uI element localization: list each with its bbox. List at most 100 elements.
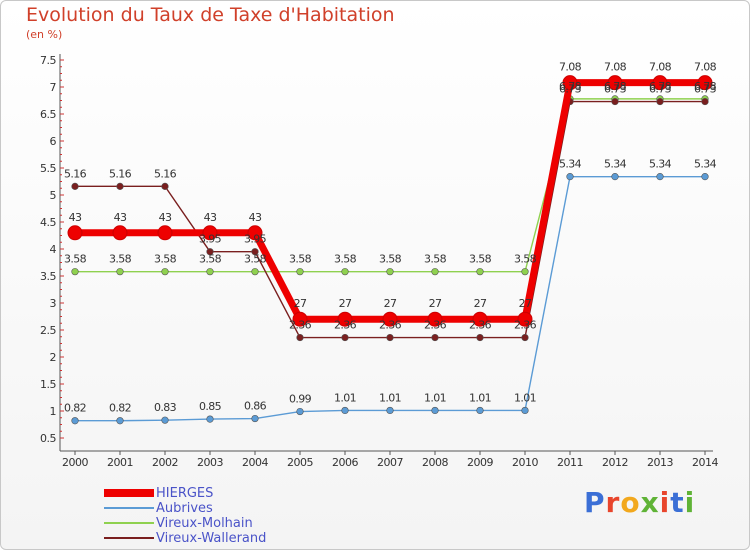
y-tick-label: 2.5 <box>40 324 56 337</box>
series-line-vireux-molhain <box>75 98 705 273</box>
data-point-vireux-molhain <box>521 268 529 276</box>
data-label-aubrives: 5.34 <box>694 158 717 171</box>
data-point-vireux-wallerand <box>431 333 439 342</box>
data-label-vireux-molhain: 3.58 <box>424 253 447 266</box>
data-point-aubrives <box>116 417 124 425</box>
data-label-vireux-wallerand: 2.36 <box>379 319 402 332</box>
data-point-vireux-molhain <box>161 268 169 276</box>
data-label-vireux-molhain: 3.58 <box>514 253 537 266</box>
y-tick-label: 6.5 <box>40 108 56 121</box>
data-label-hierges: 27 <box>519 297 532 310</box>
data-label-vireux-wallerand: 2.36 <box>334 319 357 332</box>
logo-letter: r <box>605 486 621 519</box>
data-point-aubrives <box>296 407 304 416</box>
data-label-vireux-wallerand: 5.16 <box>154 167 177 180</box>
data-label-hierges: 43 <box>69 211 82 224</box>
data-label-aubrives: 1.01 <box>379 391 401 404</box>
data-label-vireux-molhain: 3.58 <box>244 253 267 266</box>
y-tick-label: 0.5 <box>40 432 56 445</box>
data-point-hierges <box>247 225 263 241</box>
data-label-vireux-molhain: 3.58 <box>379 253 402 266</box>
data-point-hierges <box>292 311 308 327</box>
data-point-vireux-wallerand <box>206 248 214 256</box>
data-label-hierges: 43 <box>159 211 172 224</box>
data-point-vireux-molhain <box>296 268 304 276</box>
data-label-vireux-wallerand: 2.36 <box>424 319 447 332</box>
data-label-vireux-molhain: 3.58 <box>334 253 357 266</box>
data-label-aubrives: 0.99 <box>289 393 312 406</box>
data-point-vireux-wallerand <box>116 182 124 190</box>
data-point-hierges <box>337 311 353 327</box>
data-point-hierges <box>67 225 83 241</box>
x-tick-label: 2004 <box>242 456 268 469</box>
data-point-vireux-wallerand <box>611 97 619 106</box>
y-tick-label: 1 <box>50 405 57 418</box>
data-label-aubrives: 5.34 <box>604 158 627 171</box>
data-label-aubrives: 1.01 <box>514 391 536 404</box>
data-label-hierges: 43 <box>249 211 262 224</box>
data-label-vireux-molhain: 3.58 <box>64 253 87 266</box>
data-point-vireux-wallerand <box>386 333 394 342</box>
data-point-hierges <box>202 225 218 241</box>
y-tick-label: 6 <box>50 135 57 148</box>
logo-letter: i <box>659 486 671 519</box>
data-label-vireux-wallerand: 5.16 <box>109 167 132 180</box>
unit-label: (en %) <box>26 28 63 41</box>
x-tick-label: 2013 <box>647 456 673 469</box>
data-point-vireux-molhain <box>386 268 394 276</box>
data-point-hierges <box>517 311 533 327</box>
x-tick-label: 2010 <box>512 456 538 469</box>
data-labels-layer: 43 43 43 43 43 27 27 27 27 27 27 7.08 7.08 7.08 7.08 0.… <box>64 61 717 415</box>
y-tick-label: 7.5 <box>40 54 56 67</box>
data-label-aubrives: 0.83 <box>154 401 177 414</box>
x-tick-label: 2012 <box>602 456 628 469</box>
y-tick-label: 2 <box>50 351 57 364</box>
y-tick-label: 7 <box>50 81 57 94</box>
legend-swatch <box>104 507 154 509</box>
y-tick-label: 1.5 <box>40 378 56 391</box>
data-point-aubrives <box>611 173 619 181</box>
logo-letter: t <box>670 486 685 519</box>
data-label-hierges: 43 <box>204 211 217 224</box>
data-point-vireux-wallerand <box>656 97 664 106</box>
data-point-hierges <box>652 75 668 91</box>
data-label-aubrives: 1.01 <box>424 391 446 404</box>
data-point-vireux-wallerand <box>341 333 349 342</box>
data-point-hierges <box>607 75 623 91</box>
y-tick-label: 4.5 <box>40 216 56 229</box>
data-label-aubrives: 1.01 <box>469 391 491 404</box>
data-label-vireux-wallerand: 3.95 <box>244 233 267 246</box>
data-label-hierges: 27 <box>384 297 397 310</box>
data-point-hierges <box>472 311 488 327</box>
data-point-aubrives <box>476 406 484 415</box>
data-point-vireux-molhain <box>431 268 439 276</box>
legend-label: Vireux-Wallerand <box>156 531 267 546</box>
y-tick-label: 5 <box>50 189 57 202</box>
x-tick-label: 2000 <box>62 456 88 469</box>
data-label-hierges: 27 <box>429 297 442 310</box>
legend-swatch <box>104 489 154 497</box>
logo-letter: P <box>584 486 606 519</box>
data-label-aubrives: 5.34 <box>559 158 582 171</box>
data-label-aubrives: 1.01 <box>334 391 356 404</box>
data-label-vireux-molhain: 3.58 <box>289 253 312 266</box>
series-layer <box>67 75 713 425</box>
data-point-vireux-molhain <box>476 268 484 276</box>
data-label-vireux-molhain: 6.78 <box>604 80 627 93</box>
data-point-hierges <box>697 75 713 91</box>
data-label-vireux-molhain: 3.58 <box>469 253 492 266</box>
x-tick-label: 2003 <box>197 456 223 469</box>
data-label-vireux-wallerand: 6.73 <box>649 83 672 96</box>
x-tick-label: 2006 <box>332 456 358 469</box>
data-point-vireux-wallerand <box>251 248 259 256</box>
data-point-vireux-wallerand <box>701 97 709 106</box>
data-label-hierges: 27 <box>294 297 307 310</box>
data-label-vireux-wallerand: 6.73 <box>604 83 627 96</box>
x-tick-label: 2014 <box>692 456 718 469</box>
chart-title: Evolution du Taux de Taxe d'Habitation <box>26 4 395 26</box>
data-point-hierges <box>562 75 578 91</box>
x-tick-label: 2001 <box>107 456 133 469</box>
data-point-aubrives <box>656 173 664 181</box>
